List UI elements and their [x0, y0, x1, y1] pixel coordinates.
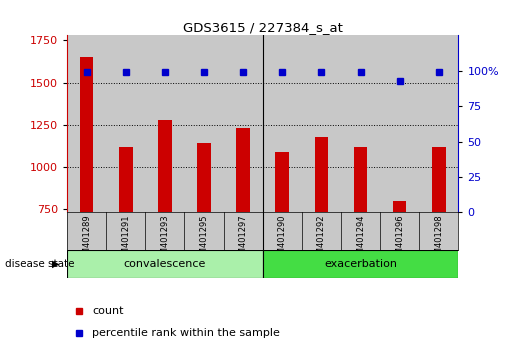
Bar — [315, 137, 328, 212]
Bar — [119, 147, 132, 212]
Bar — [302, 35, 341, 212]
Text: GSM401289: GSM401289 — [82, 214, 91, 265]
Bar — [432, 147, 445, 212]
Bar — [380, 35, 419, 212]
Text: GSM401298: GSM401298 — [434, 214, 443, 265]
Text: GSM401290: GSM401290 — [278, 214, 287, 265]
Bar — [276, 152, 289, 212]
Text: GSM401291: GSM401291 — [121, 214, 130, 265]
Bar — [158, 120, 171, 212]
Bar — [80, 57, 93, 212]
Bar — [224, 35, 263, 212]
Bar — [67, 250, 263, 278]
Text: percentile rank within the sample: percentile rank within the sample — [92, 328, 280, 338]
Bar — [341, 35, 380, 212]
Bar — [106, 35, 145, 212]
Text: GSM401292: GSM401292 — [317, 214, 326, 265]
Text: GSM401293: GSM401293 — [160, 214, 169, 265]
Bar — [184, 35, 224, 212]
Bar — [145, 35, 184, 212]
Text: GSM401294: GSM401294 — [356, 214, 365, 265]
Bar — [419, 35, 458, 212]
Bar — [236, 128, 250, 212]
Text: GSM401297: GSM401297 — [238, 214, 248, 265]
Bar — [263, 250, 458, 278]
Bar — [393, 201, 406, 212]
Text: ▶: ▶ — [52, 259, 59, 269]
Text: GSM401295: GSM401295 — [199, 214, 209, 265]
Text: disease state: disease state — [5, 259, 75, 269]
Text: GSM401296: GSM401296 — [395, 214, 404, 265]
Bar — [263, 35, 302, 212]
Text: exacerbation: exacerbation — [324, 259, 397, 269]
Text: count: count — [92, 306, 124, 316]
Bar — [354, 147, 367, 212]
Bar — [67, 35, 106, 212]
Text: convalescence: convalescence — [124, 259, 206, 269]
Title: GDS3615 / 227384_s_at: GDS3615 / 227384_s_at — [183, 21, 342, 34]
Bar — [197, 143, 211, 212]
